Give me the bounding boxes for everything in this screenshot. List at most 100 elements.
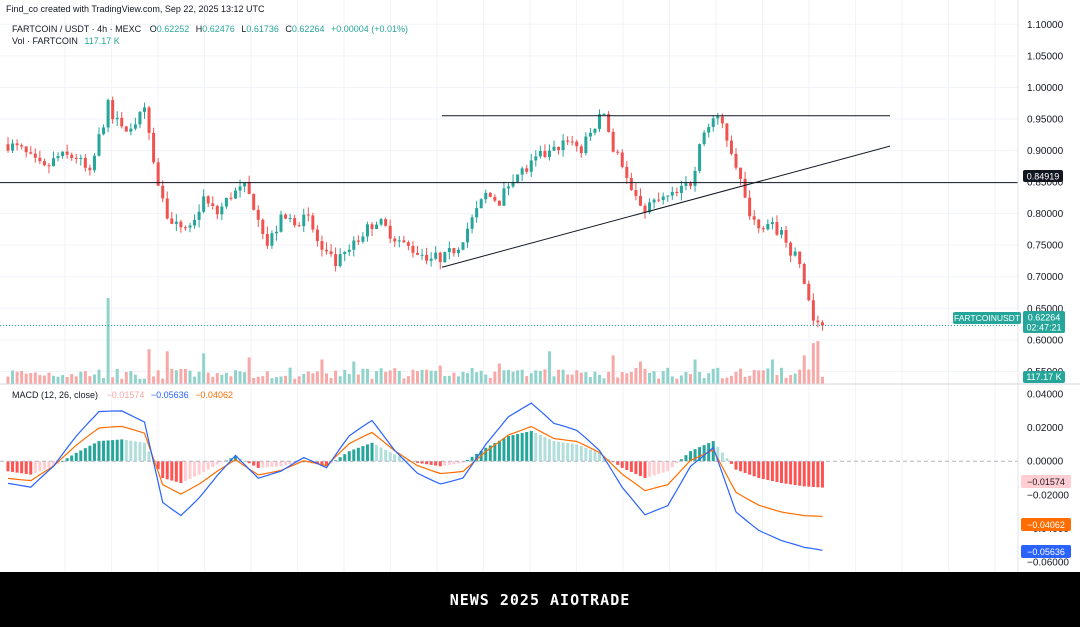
candle-body: [820, 322, 824, 326]
candle-body: [229, 197, 233, 199]
volume-bar: [252, 377, 256, 384]
candle-body: [270, 233, 274, 246]
volume-bar: [361, 368, 365, 384]
candle-body: [470, 217, 474, 229]
volume-bar: [716, 367, 720, 384]
macd-hist-bar: [124, 440, 128, 462]
candle-body: [793, 251, 797, 256]
macd-hist-bar: [115, 439, 119, 462]
macd-hist-bar: [607, 458, 611, 462]
macd-hist-bar: [456, 461, 460, 464]
candle-body: [466, 228, 470, 243]
volume-bar: [643, 368, 647, 384]
candle-body: [174, 221, 178, 224]
macd-hist-bar: [547, 439, 551, 462]
volume-bar: [384, 371, 388, 384]
candle-body: [65, 151, 69, 155]
macd-hist-bar: [443, 461, 447, 466]
candle-body: [170, 218, 174, 224]
candle-body: [311, 215, 315, 230]
macd-hist-bar: [120, 439, 124, 462]
candle-body: [42, 161, 46, 166]
volume-bar: [689, 374, 692, 384]
candle-body: [538, 150, 542, 157]
candle-body: [265, 234, 269, 246]
candle-body: [11, 143, 15, 151]
candle-body: [520, 168, 524, 175]
drawings[interactable]: [0, 115, 1018, 327]
candle-body: [252, 193, 256, 210]
macd-hist-bar: [770, 461, 774, 482]
macd-hist-bar: [488, 445, 492, 462]
candle-body: [497, 200, 501, 206]
volume-bar: [566, 374, 570, 384]
macd-hist-bar: [33, 461, 37, 473]
volume-bar: [757, 370, 761, 384]
volume-bar: [211, 376, 215, 384]
volume-bar: [802, 355, 806, 384]
candle-body: [61, 151, 65, 157]
macd-hist-bar: [493, 443, 497, 462]
macd-hist-bar: [397, 456, 401, 462]
volume-bar: [698, 371, 702, 384]
candle-body: [507, 186, 510, 189]
volume-bar: [456, 376, 460, 384]
candle-body: [648, 202, 652, 213]
candle-body: [343, 251, 347, 255]
candle-body: [816, 320, 820, 323]
volume-bar: [243, 372, 247, 384]
volume-bar: [707, 373, 711, 384]
macd-hist-bar: [807, 461, 811, 487]
volume-bar: [156, 370, 160, 384]
candle-body: [488, 192, 492, 197]
rising-trendline[interactable]: [441, 145, 891, 268]
volume-bar: [47, 372, 51, 384]
candle-body: [402, 240, 406, 243]
macd-signal-badge: −0.04062: [1021, 518, 1071, 531]
macd-hist-bar: [74, 452, 78, 462]
candle-body: [739, 167, 743, 179]
macd-hist-bar: [611, 461, 615, 463]
macd-legend: MACD (12, 26, close) −0.01574 −0.05636 −…: [12, 390, 233, 400]
candle-body: [138, 111, 142, 125]
macd-hist-bar: [47, 461, 51, 468]
candle-body: [165, 198, 169, 219]
volume-bar: [197, 371, 201, 384]
watermark: Find_co created with TradingView.com, Se…: [6, 4, 265, 14]
volume-bar: [92, 374, 96, 384]
volume-bar: [33, 372, 37, 384]
macd-hist-bar: [638, 461, 642, 476]
volume-bar: [502, 370, 506, 384]
volume-bar: [675, 378, 679, 384]
volume-bar: [174, 370, 178, 384]
candle-body: [566, 140, 570, 142]
volume-bar: [379, 368, 383, 384]
level-price-badge: 0.84919: [1023, 170, 1063, 182]
macd-hist-bar: [461, 461, 465, 463]
volume-bar: [138, 378, 142, 384]
candle-body: [666, 195, 670, 197]
macd-hist-bar: [38, 461, 42, 472]
candle-body: [370, 224, 374, 229]
volume-bar: [475, 372, 479, 384]
macd-hist-bar: [652, 461, 656, 476]
volume-bar: [748, 375, 752, 384]
candle-body: [552, 146, 556, 151]
candle-body: [52, 158, 55, 167]
volume-bar: [761, 370, 765, 384]
chart-grid: [0, 0, 1018, 572]
macd-hist-bar: [775, 461, 779, 483]
macd-hist-bar: [629, 461, 633, 472]
volume-bar: [425, 369, 429, 384]
macd-hist-bar: [425, 461, 429, 465]
volume-bar: [311, 373, 315, 384]
volume-bar: [238, 371, 242, 384]
volume-bar: [161, 378, 165, 384]
candle-body: [657, 199, 661, 201]
macd-signal-badge-label: −0.04062: [1027, 520, 1065, 530]
macd-hist-bar: [356, 447, 360, 462]
candle-body: [234, 190, 237, 199]
volume-bar: [325, 373, 328, 384]
macd-tick-label: −0.06000: [1027, 557, 1069, 568]
trading-chart[interactable]: 1.10000 1.05000 1.00000 0.95000 0.90000 0.850…: [0, 0, 1080, 572]
